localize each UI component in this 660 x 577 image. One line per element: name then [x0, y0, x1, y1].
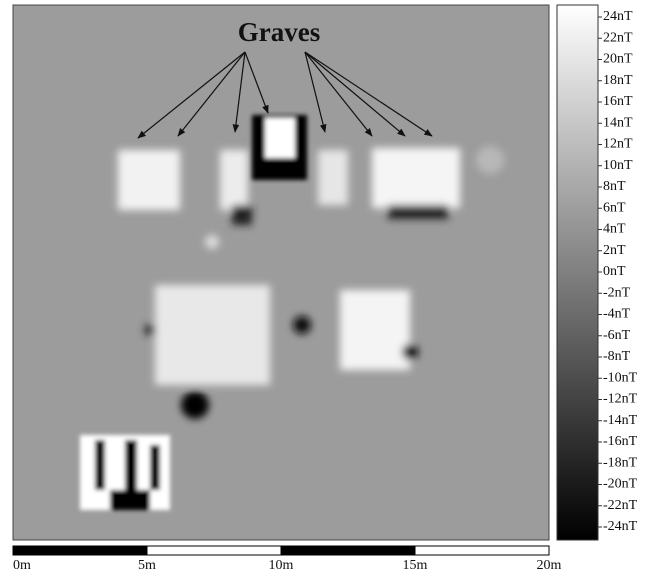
- annotation: Graves: [238, 17, 320, 47]
- survey-map: Graves: [13, 5, 549, 540]
- colorbar-tick-label: -2nT: [603, 285, 631, 300]
- colorbar-tick-label: 2nT: [603, 243, 626, 258]
- scale-segment: [415, 546, 549, 555]
- colorbar-tick-label: -10nT: [603, 370, 638, 385]
- scale-segment: [147, 546, 281, 555]
- colorbar-tick-label: -24nT: [603, 519, 638, 534]
- colorbar-tick-label: -12nT: [603, 392, 638, 407]
- colorbar-tick-label: 18nT: [603, 73, 633, 88]
- colorbar-tick-label: 4nT: [603, 222, 626, 237]
- scale-label: 20m: [537, 558, 562, 573]
- colorbar-tick-label: -16nT: [603, 434, 638, 449]
- colorbar-tick-label: 6nT: [603, 200, 626, 215]
- colorbar-tick-label: -20nT: [603, 477, 638, 492]
- colorbar-tick-label: -14nT: [603, 413, 638, 428]
- colorbar-tick-label: -18nT: [603, 455, 638, 470]
- colorbar-tick-label: -8nT: [603, 349, 631, 364]
- colorbar-tick-label: 24nT: [603, 9, 633, 24]
- colorbar: [557, 5, 598, 540]
- colorbar-tick-label: 12nT: [603, 137, 633, 152]
- colorbar-tick-label: 10nT: [603, 158, 633, 173]
- colorbar-tick-label: -6nT: [603, 328, 631, 343]
- scale-segment: [281, 546, 415, 555]
- colorbar-tick-label: -4nT: [603, 307, 631, 322]
- colorbar-tick-label: 8nT: [603, 179, 626, 194]
- scale-label: 0m: [13, 558, 31, 573]
- scale-segment: [13, 546, 147, 555]
- colorbar-tick-label: 16nT: [603, 94, 633, 109]
- colorbar-tick-label: 14nT: [603, 115, 633, 130]
- colorbar-tick-label: 22nT: [603, 30, 633, 45]
- scale-label: 5m: [138, 558, 156, 573]
- colorbar-tick-label: -22nT: [603, 498, 638, 513]
- scale-label: 10m: [269, 558, 294, 573]
- chart: Graves 24nT 22nT 20nT 18nT 16nT 14nT 12nT 10nT 8…: [0, 0, 660, 577]
- scale-label: 15m: [403, 558, 428, 573]
- colorbar-tick-label: 0nT: [603, 264, 626, 279]
- colorbar-tick-label: 20nT: [603, 52, 633, 67]
